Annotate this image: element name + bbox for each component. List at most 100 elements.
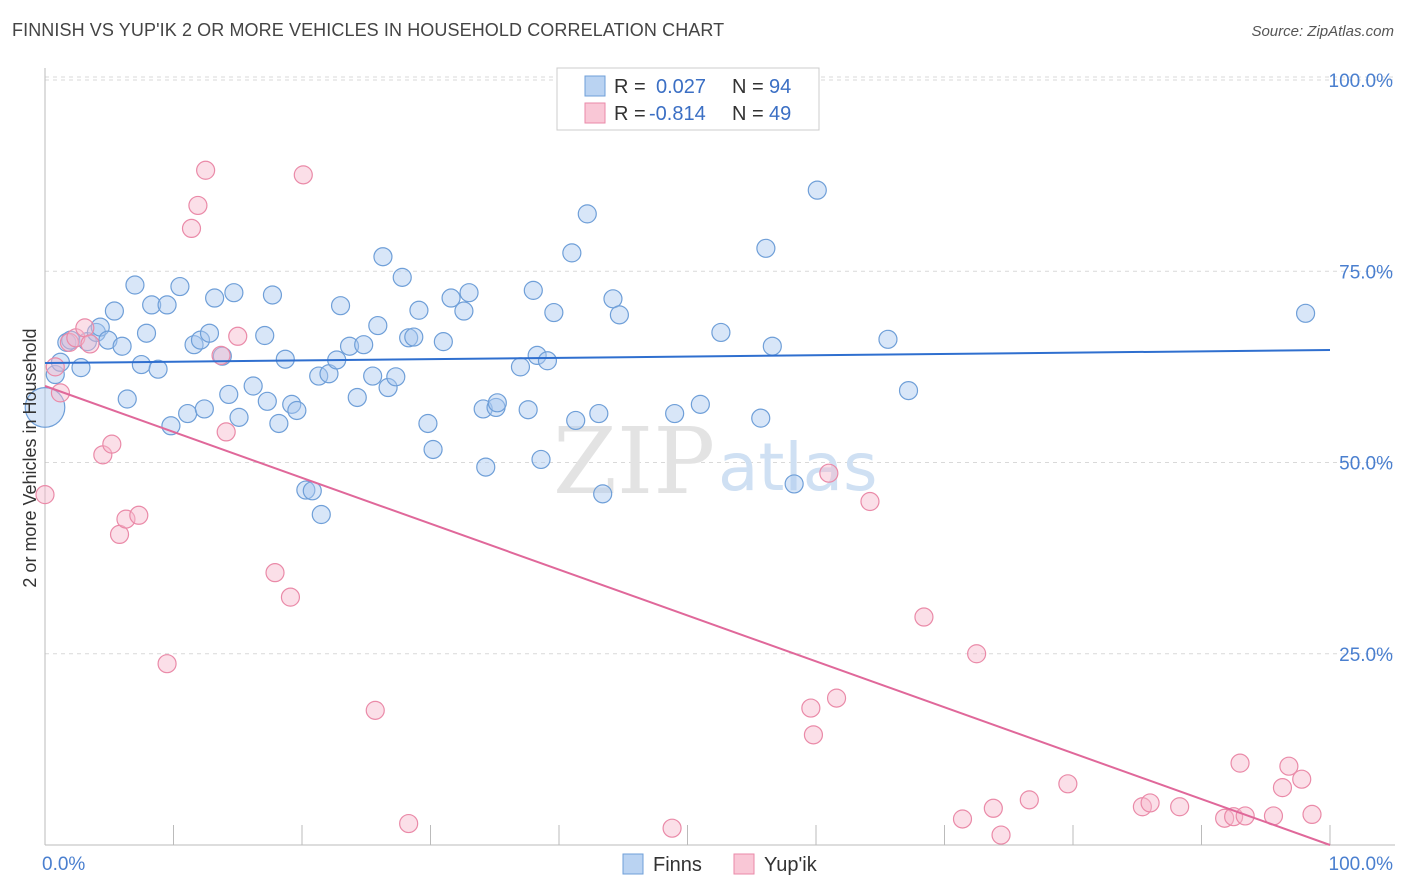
finns-point [459, 283, 479, 303]
finns-point [751, 408, 771, 428]
finns-point [518, 400, 538, 420]
finns-point [296, 480, 316, 500]
yupik-point [196, 160, 216, 180]
yupik-point [216, 422, 236, 442]
finns-point [98, 330, 118, 350]
legend-r-label-finns: R = [614, 76, 646, 98]
yupik-trend-line [44, 385, 1331, 846]
finns-point [589, 403, 609, 424]
yupik-point [1272, 778, 1293, 798]
x-tick-label-max: 100.0% [1329, 854, 1394, 875]
yupik-point [860, 491, 880, 512]
finns-point [762, 336, 782, 356]
finns-point [282, 394, 302, 414]
finns-point [199, 323, 220, 343]
finns-point [409, 300, 429, 320]
finns-point [537, 351, 558, 371]
finns-point [566, 410, 586, 431]
finns-point [275, 349, 295, 369]
finns-point [205, 288, 225, 308]
finns-point [807, 180, 827, 200]
yupik-point [914, 607, 934, 627]
yupik-point [1140, 793, 1160, 813]
finns-point [378, 377, 398, 398]
gridlines [45, 76, 1395, 655]
yupik-point [1235, 806, 1255, 826]
tick-labels: 100.0% 75.0% 50.0% 25.0% 0.0% 100.0% [42, 71, 1393, 875]
finns-point [756, 238, 776, 258]
bottom-legend: Finns Yup'ik [622, 853, 818, 876]
finns-point [368, 315, 388, 336]
yupik-point [265, 563, 285, 583]
chart-title: FINNISH VS YUP'IK 2 OR MORE VEHICLES IN … [12, 20, 725, 40]
finns-points [24, 180, 1316, 525]
finns-point [117, 389, 137, 409]
watermark-zip: ZIP [553, 408, 715, 515]
legend-r-value-yupik: -0.814 [649, 103, 706, 125]
watermark-atlas: atlas [718, 429, 878, 506]
yupik-point [211, 345, 231, 365]
finns-point [131, 354, 151, 375]
yupik-point [1292, 769, 1312, 789]
finns-point [609, 305, 629, 325]
finns-point [487, 393, 507, 413]
yupik-point [826, 688, 847, 708]
finns-point [224, 283, 244, 303]
finns-point [476, 457, 496, 477]
bottom-legend-swatch-yupik [733, 853, 755, 875]
finns-point [363, 366, 383, 386]
finns-point [255, 325, 275, 346]
finns-point [392, 267, 412, 287]
finns-point [711, 322, 731, 343]
finns-point [86, 322, 107, 343]
finns-point [527, 345, 547, 365]
yupik-point [952, 809, 973, 829]
bottom-legend-swatch-finns [622, 853, 644, 875]
yupik-point [102, 434, 122, 454]
yupik-point [50, 383, 71, 403]
y-tick-label: 50.0% [1339, 454, 1393, 475]
finns-point [544, 302, 564, 323]
finns-point [125, 275, 145, 295]
finns-point [433, 332, 453, 352]
finns-point [441, 288, 461, 308]
finns-point [136, 323, 157, 343]
legend: R = 0.027 N = 94 R = -0.814 N = 49 [556, 67, 820, 131]
axes [44, 68, 1395, 846]
y-tick-label: 75.0% [1339, 262, 1393, 283]
finns-point [71, 358, 91, 378]
finns-point [287, 400, 307, 421]
yupik-point [967, 644, 987, 664]
finns-point [170, 276, 190, 297]
finns-point [262, 285, 283, 305]
yupik-point [1058, 774, 1078, 794]
yupik-point [399, 813, 419, 834]
finns-point [531, 449, 551, 470]
finns-point [454, 301, 474, 321]
yupik-point [157, 654, 177, 674]
finns-point [45, 364, 65, 385]
finns-point [603, 289, 623, 309]
bottom-legend-yupik: Yup'ik [764, 854, 818, 876]
finns-point [194, 399, 214, 419]
yupik-point [819, 463, 839, 483]
finns-point [1295, 303, 1316, 323]
finns-point [219, 384, 239, 405]
finns-point [229, 407, 249, 427]
source-label: Source: ZipAtlas.com [1251, 23, 1394, 40]
yupik-point [80, 334, 100, 354]
trend-lines [44, 349, 1331, 846]
finns-point [593, 484, 613, 504]
yupik-point [45, 357, 65, 377]
finns-point [523, 280, 543, 300]
yupik-point [1170, 797, 1190, 817]
legend-n-label-yupik: N = [732, 103, 764, 125]
finns-point [562, 243, 582, 263]
finns-point [157, 295, 177, 315]
finns-point [898, 380, 919, 401]
yupik-point [803, 725, 824, 745]
legend-n-label-finns: N = [732, 76, 764, 98]
yupik-points [35, 160, 1322, 845]
yupik-point [991, 825, 1011, 845]
finns-point [577, 204, 597, 224]
